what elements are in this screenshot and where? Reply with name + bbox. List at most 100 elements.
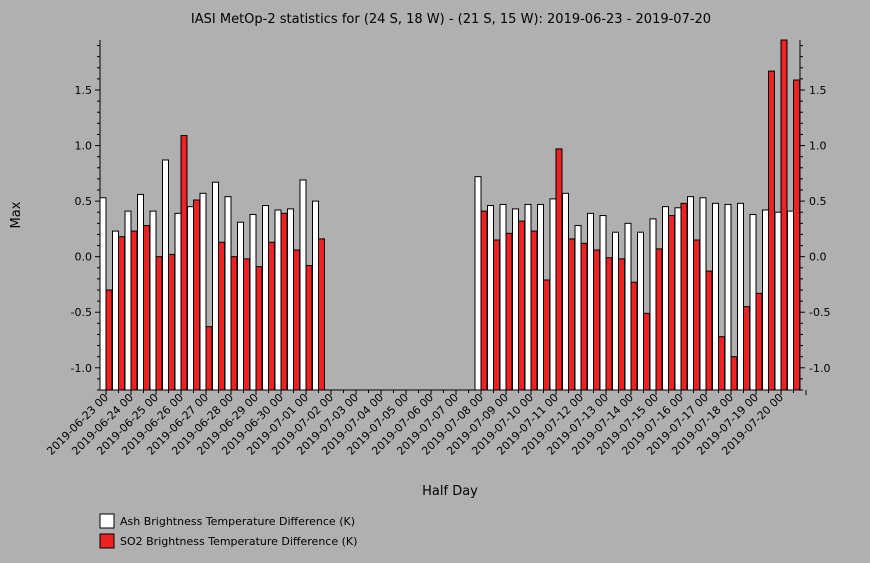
ash-bar xyxy=(274,209,282,391)
ash-bar xyxy=(262,205,269,391)
ash-bar xyxy=(212,181,219,391)
so2-bar xyxy=(168,253,175,391)
ash-bar xyxy=(499,203,507,391)
ash-bar xyxy=(237,221,244,391)
ash-bar xyxy=(587,212,594,391)
so2-bar xyxy=(118,236,125,391)
so2-bar xyxy=(193,199,200,391)
legend-swatch-so2 xyxy=(99,533,115,549)
so2-bar xyxy=(480,210,488,391)
y-tick-label-left: 1.5 xyxy=(75,84,93,97)
so2-bar xyxy=(205,326,213,391)
legend-swatch-ash xyxy=(99,513,115,529)
so2-bar xyxy=(130,230,138,391)
ash-bar xyxy=(674,207,682,391)
so2-bar xyxy=(505,232,513,391)
plot-area: -1.0 -1.0 -0.5 -0.5 0.0 0.0 0.5 0.5 1.0 1.0 1.5 1.5… xyxy=(44,39,830,458)
so2-bar xyxy=(705,270,713,391)
y-tick-label-left: 1.0 xyxy=(75,140,93,153)
so2-bar xyxy=(630,281,638,391)
so2-bar xyxy=(255,266,263,391)
ash-bar xyxy=(137,193,144,391)
ash-bar xyxy=(749,213,757,391)
ash-bar xyxy=(149,210,157,391)
so2-bar xyxy=(218,241,225,391)
ash-bar xyxy=(187,206,194,391)
so2-bar xyxy=(580,242,588,391)
so2-bar xyxy=(143,225,150,391)
ash-bar xyxy=(787,210,794,391)
so2-bar xyxy=(543,279,550,391)
so2-bar xyxy=(318,238,325,391)
so2-bar xyxy=(155,256,163,391)
ash-bar xyxy=(162,159,169,391)
ash-bar xyxy=(724,203,732,391)
ash-bar xyxy=(662,206,669,391)
so2-bar xyxy=(555,148,563,391)
ash-bar xyxy=(762,209,769,391)
ash-bar xyxy=(649,218,657,391)
ash-bar xyxy=(562,192,569,391)
so2-bar xyxy=(605,257,613,391)
so2-bar xyxy=(280,212,288,391)
ash-bar xyxy=(624,222,632,391)
ash-bar xyxy=(637,231,644,391)
so2-bar xyxy=(718,336,725,391)
ash-bar xyxy=(299,179,307,391)
ash-bar xyxy=(124,210,132,391)
y-tick-label-right: 1.5 xyxy=(809,84,827,97)
so2-bar xyxy=(618,258,625,391)
ash-bar xyxy=(549,198,557,391)
so2-bar xyxy=(530,230,538,391)
ash-bar xyxy=(699,197,707,391)
legend: Ash Brightness Temperature Difference (K… xyxy=(99,513,357,549)
so2-bar xyxy=(593,249,600,391)
so2-bar xyxy=(305,265,313,391)
ash-bar xyxy=(687,196,694,391)
so2-bar xyxy=(743,306,750,391)
so2-bar xyxy=(793,79,800,391)
ash-bar xyxy=(112,230,119,391)
so2-bar xyxy=(243,258,250,391)
so2-bar xyxy=(693,239,700,391)
so2-bar xyxy=(518,220,525,391)
y-tick-label-left: 0.0 xyxy=(75,251,93,264)
ash-bar xyxy=(537,203,544,391)
ash-bar xyxy=(312,200,319,391)
so2-bar xyxy=(780,39,788,391)
y-tick-label-left: -1.0 xyxy=(71,362,92,375)
y-axis-label: Max xyxy=(9,201,24,228)
ash-bar xyxy=(737,202,744,391)
ash-bar xyxy=(512,208,519,391)
ash-bar xyxy=(712,202,719,391)
so2-bar xyxy=(680,202,688,391)
so2-bar xyxy=(293,249,300,391)
so2-bar xyxy=(768,70,775,391)
ash-bar xyxy=(574,225,582,391)
legend-label-so2: SO2 Brightness Temperature Difference (K… xyxy=(120,535,357,548)
ash-bar xyxy=(524,203,532,391)
so2-bar xyxy=(568,238,575,391)
ash-bar xyxy=(474,176,482,391)
so2-bar xyxy=(105,289,113,391)
ash-bar xyxy=(224,196,232,391)
y-tick-label-right: -1.0 xyxy=(809,362,830,375)
so2-bar xyxy=(180,135,188,391)
so2-bar xyxy=(643,312,650,391)
ash-bar xyxy=(99,197,107,391)
ash-bar xyxy=(249,213,257,391)
ash-bar xyxy=(174,212,182,391)
y-tick-label-right: 1.0 xyxy=(809,140,827,153)
legend-label-ash: Ash Brightness Temperature Difference (K… xyxy=(120,515,355,528)
ash-bar xyxy=(487,205,494,391)
ash-bar xyxy=(612,231,619,391)
so2-bar xyxy=(268,241,275,391)
so2-bar xyxy=(493,239,500,391)
chart-title: IASI MetOp-2 statistics for (24 S, 18 W)… xyxy=(191,12,711,27)
y-tick-label-right: 0.5 xyxy=(809,195,827,208)
x-axis-label: Half Day xyxy=(422,484,478,499)
so2-bar xyxy=(730,356,738,391)
ash-bar xyxy=(199,192,207,391)
y-tick-label-right: 0.0 xyxy=(809,251,827,264)
